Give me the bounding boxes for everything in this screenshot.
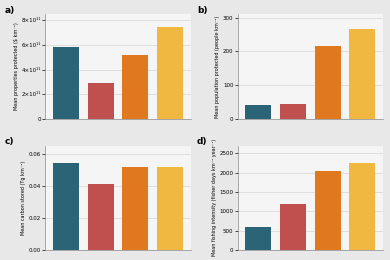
Bar (53, 47, 79, 119)
Bar (280, 103, 306, 119)
Bar (245, 227, 271, 250)
Bar (315, 171, 340, 250)
Bar (315, 46, 340, 119)
Text: b): b) (197, 6, 207, 15)
Text: d): d) (197, 137, 207, 146)
Text: a): a) (5, 6, 15, 15)
Bar (157, 166, 183, 250)
Y-axis label: Mean carbon stored (Tg km⁻²): Mean carbon stored (Tg km⁻²) (21, 161, 26, 235)
Bar (88, 83, 114, 119)
Text: c): c) (5, 137, 14, 146)
Bar (157, 27, 183, 119)
Y-axis label: Mean population protected (people km⁻²): Mean population protected (people km⁻²) (215, 15, 220, 118)
Bar (280, 204, 306, 250)
Bar (53, 163, 79, 250)
Bar (88, 184, 114, 250)
Y-axis label: Mean fishing intensity (fisher days km⁻² year⁻¹): Mean fishing intensity (fisher days km⁻²… (212, 139, 217, 256)
Bar (349, 163, 375, 250)
Bar (245, 105, 271, 119)
Y-axis label: Mean properties protected ($ km⁻²): Mean properties protected ($ km⁻²) (14, 23, 19, 110)
Bar (122, 166, 149, 250)
Bar (122, 55, 149, 119)
Bar (349, 29, 375, 119)
